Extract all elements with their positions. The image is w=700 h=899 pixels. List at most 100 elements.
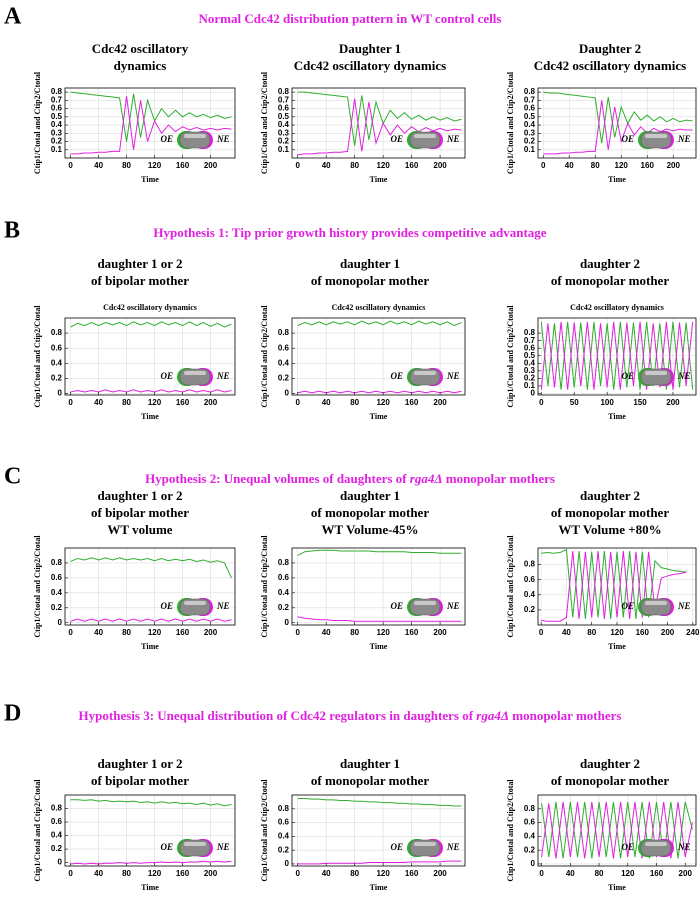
x-tick-label: 200	[679, 869, 693, 878]
data-line	[70, 389, 232, 393]
x-tick-label: 160	[405, 161, 419, 170]
y-tick-label: 0.8	[524, 560, 536, 569]
x-tick-label: 160	[641, 161, 655, 170]
x-tick-label: 40	[94, 161, 103, 170]
y-axis-label: Ctip1/Ctotal and Ctip2/Ctotal	[506, 71, 515, 174]
y-tick-label: 0.8	[51, 558, 63, 567]
y-tick-label: 0.3	[524, 366, 536, 375]
y-tick-label: 0.8	[51, 87, 63, 96]
x-tick-label: 80	[122, 398, 131, 407]
x-tick-label: 200	[204, 869, 218, 878]
cell-highlight	[184, 371, 206, 375]
data-line	[297, 98, 462, 156]
y-tick-label: 0.8	[51, 328, 63, 337]
data-line	[297, 91, 462, 146]
y-tick-label: 0.2	[51, 137, 63, 146]
y-tick-label: 0	[58, 858, 63, 867]
section-heading: Hypothesis 3: Unequal distribution of Cd…	[79, 708, 622, 723]
x-tick-label: 80	[595, 869, 604, 878]
x-tick-label: 40	[94, 398, 103, 407]
x-tick-label: 80	[122, 869, 131, 878]
cell-label: NE	[216, 842, 230, 852]
x-tick-label: 40	[322, 398, 331, 407]
x-tick-label: 40	[322, 161, 331, 170]
y-tick-label: 0.6	[278, 343, 290, 352]
x-tick-label: 160	[176, 398, 190, 407]
chart-subtitle: Cdc42 oscillatory dynamics	[570, 303, 664, 312]
section-heading: Normal Cdc42 distribution pattern in WT …	[199, 11, 502, 26]
y-axis-label: Ctip1/Ctotal and Ctip2/Ctotal	[506, 535, 515, 638]
cell-highlight	[645, 842, 667, 846]
y-axis-label: Ctip1/Ctotal and Ctip2/Ctotal	[33, 305, 42, 408]
x-axis-label: Time	[141, 642, 159, 651]
x-tick-label: 40	[322, 869, 331, 878]
y-tick-label: 0.8	[278, 804, 290, 813]
y-tick-label: 0	[58, 618, 63, 627]
cell-label: OE	[621, 371, 634, 381]
cell-label: OE	[390, 842, 403, 852]
y-tick-label: 0.6	[524, 343, 536, 352]
y-tick-label: 0.7	[278, 95, 290, 104]
y-tick-label: 0.4	[51, 358, 63, 367]
cell-label: OE	[160, 601, 173, 611]
y-tick-label: 0.2	[278, 845, 290, 854]
cell-highlight	[184, 842, 206, 846]
cell-highlight	[414, 134, 436, 138]
y-tick-label: 0.5	[524, 351, 536, 360]
y-tick-label: 0.2	[51, 844, 63, 853]
x-tick-label: 200	[204, 161, 218, 170]
y-tick-label: 0.4	[524, 831, 536, 840]
x-axis-label: Time	[141, 412, 159, 421]
x-axis-label: Time	[370, 412, 388, 421]
x-tick-label: 0	[295, 628, 300, 637]
y-axis-label: Ctip1/Ctotal and Ctip2/Ctotal	[506, 779, 515, 882]
chart-title: daughter 1 or 2	[97, 756, 182, 771]
heading-part: rga4Δ	[476, 708, 509, 723]
chart-title: daughter 1 or 2	[97, 256, 182, 271]
y-tick-label: 0.4	[278, 588, 290, 597]
chart-title: Daughter 2	[579, 41, 641, 56]
y-tick-label: 0.6	[524, 575, 536, 584]
y-tick-label: 0.1	[524, 381, 536, 390]
x-tick-label: 200	[204, 398, 218, 407]
y-tick-label: 0.8	[524, 328, 536, 337]
y-tick-label: 0.4	[278, 358, 290, 367]
y-tick-label: 0.6	[278, 818, 290, 827]
cell-label: NE	[216, 371, 230, 381]
data-line	[297, 860, 462, 865]
x-tick-label: 120	[148, 398, 162, 407]
cell-label: OE	[390, 134, 403, 144]
y-tick-label: 0.2	[524, 137, 536, 146]
data-line	[70, 799, 232, 807]
y-tick-label: 0	[285, 618, 290, 627]
x-tick-label: 0	[68, 869, 73, 878]
x-tick-label: 120	[610, 628, 624, 637]
cell-highlight	[414, 371, 436, 375]
x-tick-label: 160	[176, 628, 190, 637]
chart-title: of bipolar mother	[91, 773, 189, 788]
y-tick-label: 0.5	[524, 112, 536, 121]
y-tick-label: 0	[531, 859, 536, 868]
y-axis-label: Ctip1/Ctotal and Ctip2/Ctotal	[506, 305, 515, 408]
x-tick-label: 150	[633, 398, 647, 407]
x-tick-label: 0	[295, 869, 300, 878]
chart-title: daughter 1 or 2	[97, 488, 182, 503]
x-axis-label: Time	[608, 642, 626, 651]
chart-title: daughter 1	[340, 756, 400, 771]
y-tick-label: 0.4	[524, 358, 536, 367]
x-tick-label: 80	[350, 398, 359, 407]
chart-subtitle: Cdc42 oscillatory dynamics	[332, 303, 426, 312]
plot-frame	[291, 794, 466, 867]
plot-frame	[537, 317, 697, 396]
x-tick-label: 80	[350, 161, 359, 170]
x-tick-label: 200	[666, 398, 680, 407]
y-tick-label: 0.7	[51, 95, 63, 104]
data-line	[297, 616, 462, 622]
heading-part: monopolar mothers	[443, 471, 555, 486]
cell-highlight	[645, 134, 667, 138]
chart-title: daughter 1	[340, 256, 400, 271]
chart-title: of bipolar mother	[91, 273, 189, 288]
y-axis-label: Ctip1/Ctotal and Ctip2/Ctotal	[33, 779, 42, 882]
y-tick-label: 0.8	[524, 87, 536, 96]
